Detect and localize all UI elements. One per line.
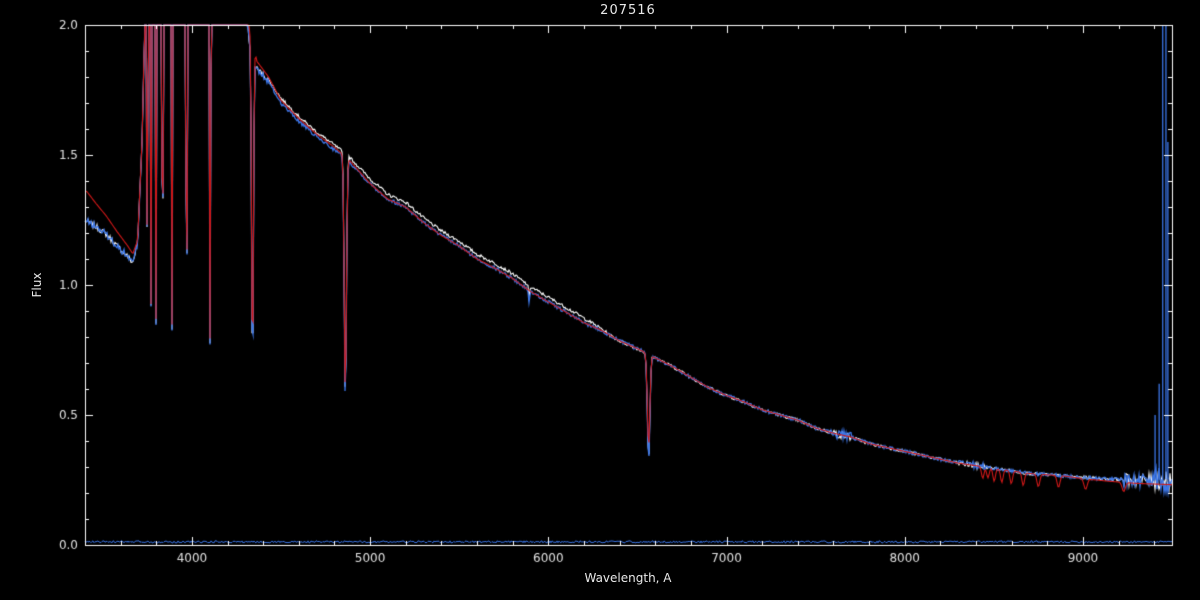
y-axis-label: Flux [30,272,44,298]
x-axis-label: Wavelength, A [584,571,672,585]
plot-title: 207516 [600,3,656,18]
